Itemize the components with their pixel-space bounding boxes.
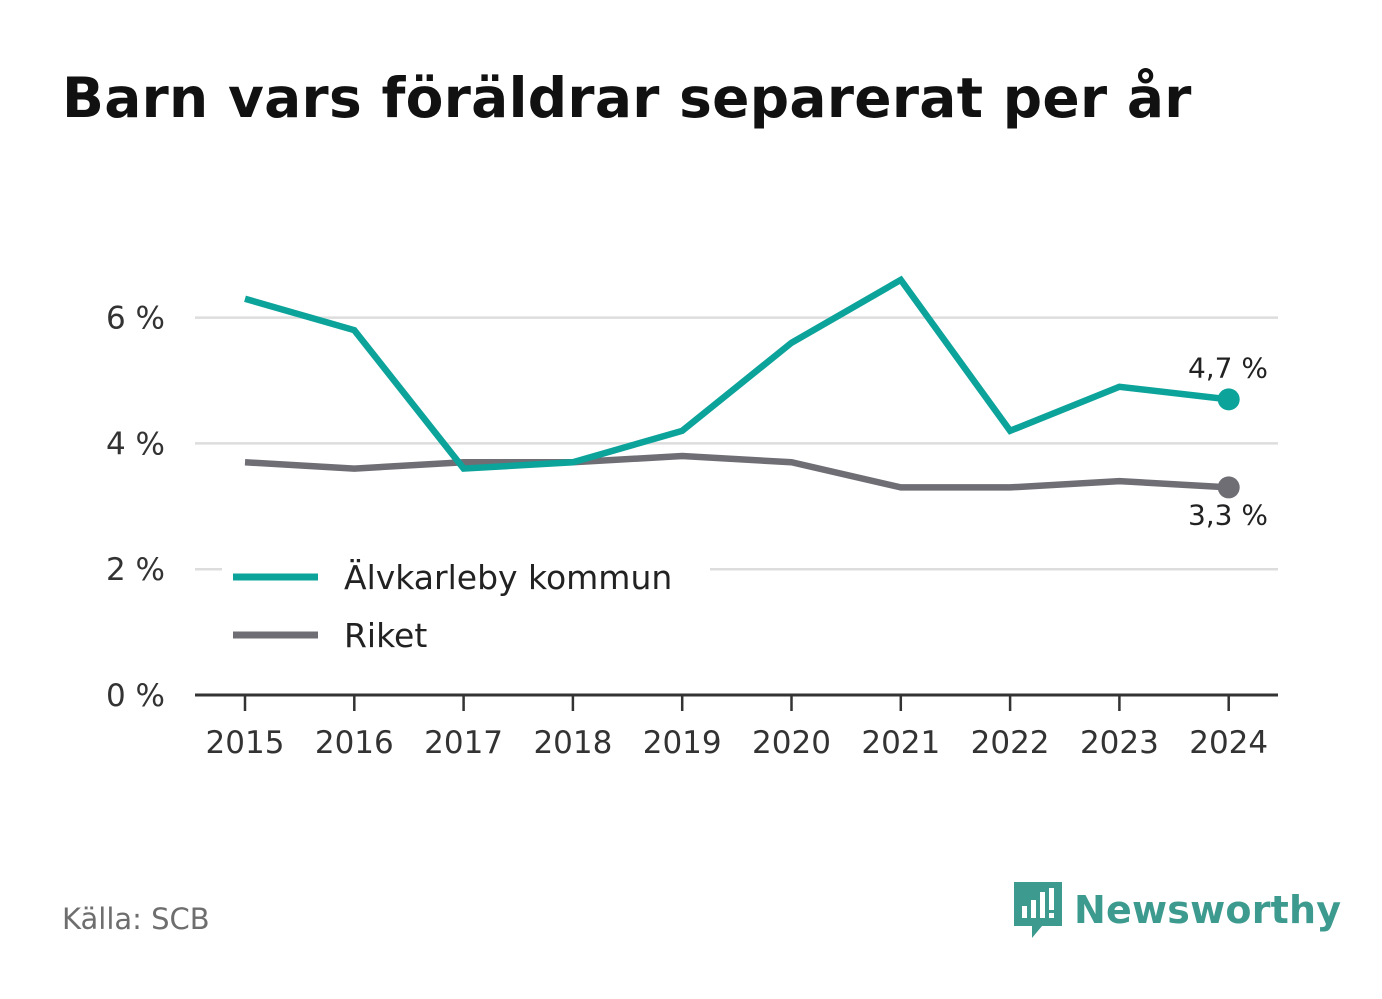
y-tick-label: 6 % xyxy=(106,301,165,337)
legend-background xyxy=(222,550,710,665)
end-value-label: 3,3 % xyxy=(1188,498,1268,531)
x-tick-label: 2017 xyxy=(424,725,503,761)
gridlines xyxy=(195,316,1278,571)
series-lines: 4,7 % 3,3 % xyxy=(244,275,1268,531)
x-tick-label: 2022 xyxy=(971,725,1050,761)
chart-title: Barn vars föräldrar separerat per år xyxy=(62,66,1192,130)
source-note: Källa: SCB xyxy=(62,902,210,936)
x-tick-label: 2018 xyxy=(533,725,612,761)
x-tick-label: 2021 xyxy=(861,725,940,761)
series-end-point xyxy=(1217,476,1240,499)
y-tick-label: 4 % xyxy=(106,426,165,462)
x-axis: 2015 2016 2017 2018 2019 2020 2021 2022 2023 2024 xyxy=(195,693,1278,761)
series-line-alvkarleby xyxy=(244,275,1230,472)
y-axis-ticks: 0 % 2 % 4 % 6 % xyxy=(106,301,165,714)
legend-label: Riket xyxy=(344,616,427,655)
series-end-point xyxy=(1217,388,1240,411)
brand-logo[interactable]: Newsworthy xyxy=(1012,880,1341,940)
line-chart: 0 % 2 % 4 % 6 % 2015 2016 2017 2018 2019 2020 202… xyxy=(106,275,1278,761)
brand-name: Newsworthy xyxy=(1074,888,1342,932)
x-tick-label: 2023 xyxy=(1080,725,1159,761)
y-tick-label: 0 % xyxy=(106,678,165,714)
x-tick-label: 2024 xyxy=(1189,725,1268,761)
legend-label: Älvkarleby kommun xyxy=(344,558,672,597)
x-tick-label: 2019 xyxy=(643,725,722,761)
newsworthy-logo-icon xyxy=(1014,882,1062,938)
x-tick-label: 2016 xyxy=(315,725,394,761)
end-value-label: 4,7 % xyxy=(1188,351,1268,384)
y-tick-label: 2 % xyxy=(106,552,165,588)
legend: Älvkarleby kommun Riket xyxy=(222,550,710,665)
x-tick-label: 2020 xyxy=(752,725,831,761)
x-tick-label: 2015 xyxy=(206,725,285,761)
series-line-riket xyxy=(244,452,1229,491)
